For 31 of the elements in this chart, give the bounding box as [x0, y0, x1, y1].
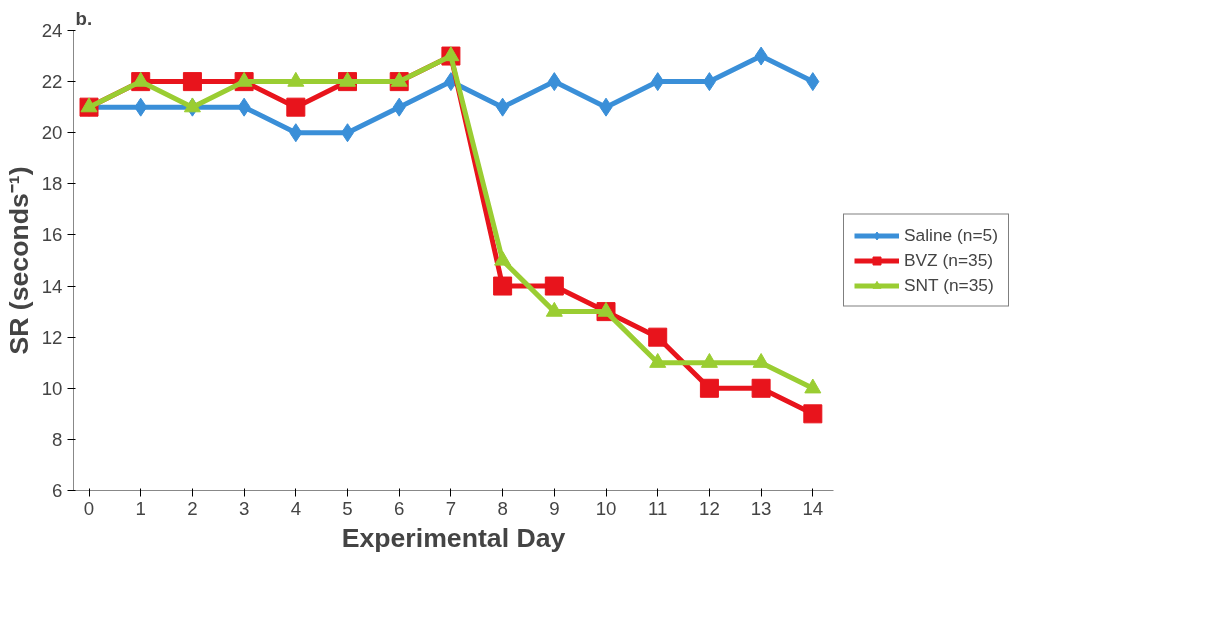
y-tick-label: 16 [41, 224, 63, 246]
x-tick-label: 5 [342, 497, 353, 519]
y-tick-label: 12 [41, 326, 63, 348]
legend-label: BVZ (n=35) [904, 249, 994, 271]
y-tick-label: 18 [41, 173, 63, 195]
y-tick-label: 10 [41, 377, 63, 399]
x-tick-label: 1 [135, 497, 146, 519]
x-tick-label: 12 [699, 497, 720, 519]
x-tick-label: 3 [238, 497, 250, 519]
legend-label: SNT (n=35) [904, 274, 994, 296]
x-tick-label: 11 [648, 497, 668, 519]
text: b. [75, 7, 93, 29]
x-tick-label: 4 [290, 497, 302, 519]
y-tick-label: 8 [52, 428, 63, 450]
x-tick-label: 6 [394, 497, 405, 519]
y-tick-label: 24 [41, 20, 63, 41]
x-tick-label: 8 [497, 497, 508, 519]
x-tick-label: 7 [445, 497, 457, 519]
x-tick-label: 10 [595, 497, 617, 519]
y-tick-label: 22 [41, 71, 63, 93]
legend-label: Saline (n=5) [904, 224, 998, 246]
x-axis-title: Experimental Day [341, 522, 566, 553]
y-tick-label: 14 [41, 275, 63, 297]
y-tick-label: 6 [52, 480, 63, 501]
x-tick-label: 9 [549, 497, 560, 519]
y-axis-title: SR (seconds⁻¹) [3, 166, 34, 355]
y-tick-label: 20 [41, 122, 63, 144]
x-tick-label: 14 [802, 497, 824, 519]
x-tick-label: 13 [750, 497, 772, 519]
x-tick-label: 0 [83, 497, 95, 519]
x-tick-label: 2 [187, 497, 198, 519]
